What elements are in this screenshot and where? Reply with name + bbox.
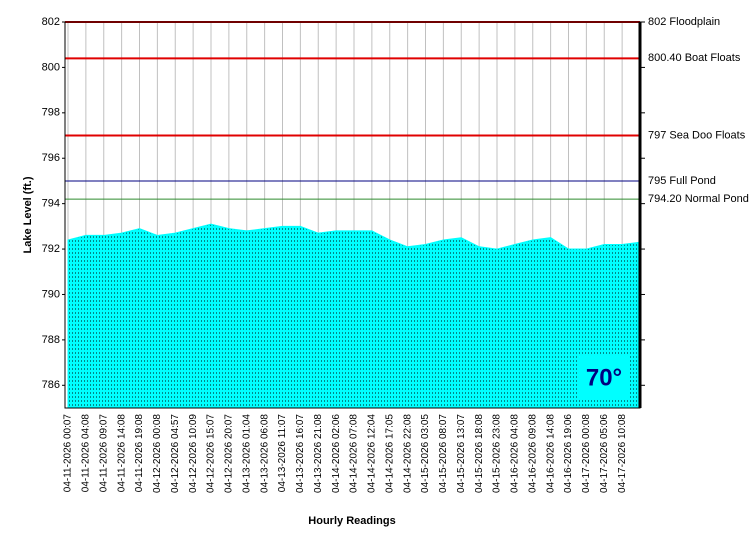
level-area (67, 223, 641, 409)
ticks: 04-11-2026 00:07 04-11-2026 04:08 04-11-20… (42, 16, 645, 493)
reference-label: 797 Sea Doo Floats (648, 129, 746, 141)
x-tick-label: 04-11-2026 09:07 (98, 414, 109, 493)
x-tick-label: 04-11-2026 00:07 (63, 414, 74, 493)
x-axis-label: Hourly Readings (308, 515, 395, 527)
x-tick-label: 04-13-2026 06:08 (259, 414, 270, 493)
y-tick-label: 798 (42, 107, 60, 119)
x-tick-label: 04-14-2026 12:04 (367, 414, 378, 493)
x-tick-label: 04-11-2026 04:08 (81, 414, 92, 493)
reference-label: 794.20 Normal Pond (648, 193, 749, 205)
y-tick-label: 786 (42, 379, 60, 391)
x-tick-label: 04-12-2026 04:57 (170, 414, 181, 493)
x-tick-label: 04-11-2026 14:08 (116, 414, 127, 493)
temperature-annotation: 70° (586, 364, 622, 391)
y-tick-label: 802 (42, 16, 60, 28)
y-tick-label: 796 (42, 152, 60, 164)
x-tick-label: 04-13-2026 16:07 (295, 414, 306, 493)
y-tick-label: 792 (42, 243, 60, 255)
x-tick-label: 04-13-2026 21:08 (313, 414, 324, 493)
x-tick-label: 04-12-2026 10:09 (188, 414, 199, 493)
x-tick-label: 04-15-2026 18:08 (474, 414, 485, 493)
y-tick-label: 800 (42, 61, 60, 73)
x-tick-label: 04-12-2026 20:07 (224, 414, 235, 493)
marks (67, 223, 641, 409)
reference-label: 802 Floodplain (648, 16, 720, 28)
x-tick-label: 04-15-2026 13:07 (456, 414, 467, 493)
x-tick-label: 04-16-2026 09:08 (527, 414, 538, 493)
annotation-box (578, 356, 630, 400)
x-tick-label: 04-13-2026 01:04 (241, 414, 252, 493)
x-tick-label: 04-11-2026 19:08 (134, 414, 145, 493)
y-tick-label: 788 (42, 334, 60, 346)
x-tick-label: 04-13-2026 11:07 (277, 414, 288, 493)
x-tick-label: 04-14-2026 17:05 (384, 414, 395, 493)
x-tick-label: 04-14-2026 07:08 (349, 414, 360, 493)
x-tick-label: 04-16-2026 04:08 (510, 414, 521, 493)
x-tick-label: 04-15-2026 03:05 (420, 414, 431, 493)
x-tick-label: 04-14-2026 22:08 (402, 414, 413, 493)
y-axis-label: Lake Level (ft.) (22, 176, 34, 253)
reference-label: 795 Full Pond (648, 175, 716, 187)
x-tick-label: 04-12-2026 15:07 (206, 414, 217, 493)
y-tick-label: 794 (42, 198, 60, 210)
x-tick-label: 04-16-2026 19:06 (563, 414, 574, 493)
x-tick-label: 04-17-2026 00:08 (581, 414, 592, 493)
x-tick-label: 04-14-2026 02:06 (331, 414, 342, 493)
x-tick-label: 04-16-2026 14:08 (545, 414, 556, 493)
x-tick-label: 04-12-2026 00:08 (152, 414, 163, 493)
x-tick-label: 04-17-2026 10:08 (617, 414, 628, 493)
x-tick-label: 04-15-2026 23:08 (492, 414, 503, 493)
reference-label: 800.40 Boat Floats (648, 52, 741, 64)
x-tick-label: 04-15-2026 08:07 (438, 414, 449, 493)
y-tick-label: 790 (42, 288, 60, 300)
x-tick-label: 04-17-2026 05:06 (599, 414, 610, 493)
